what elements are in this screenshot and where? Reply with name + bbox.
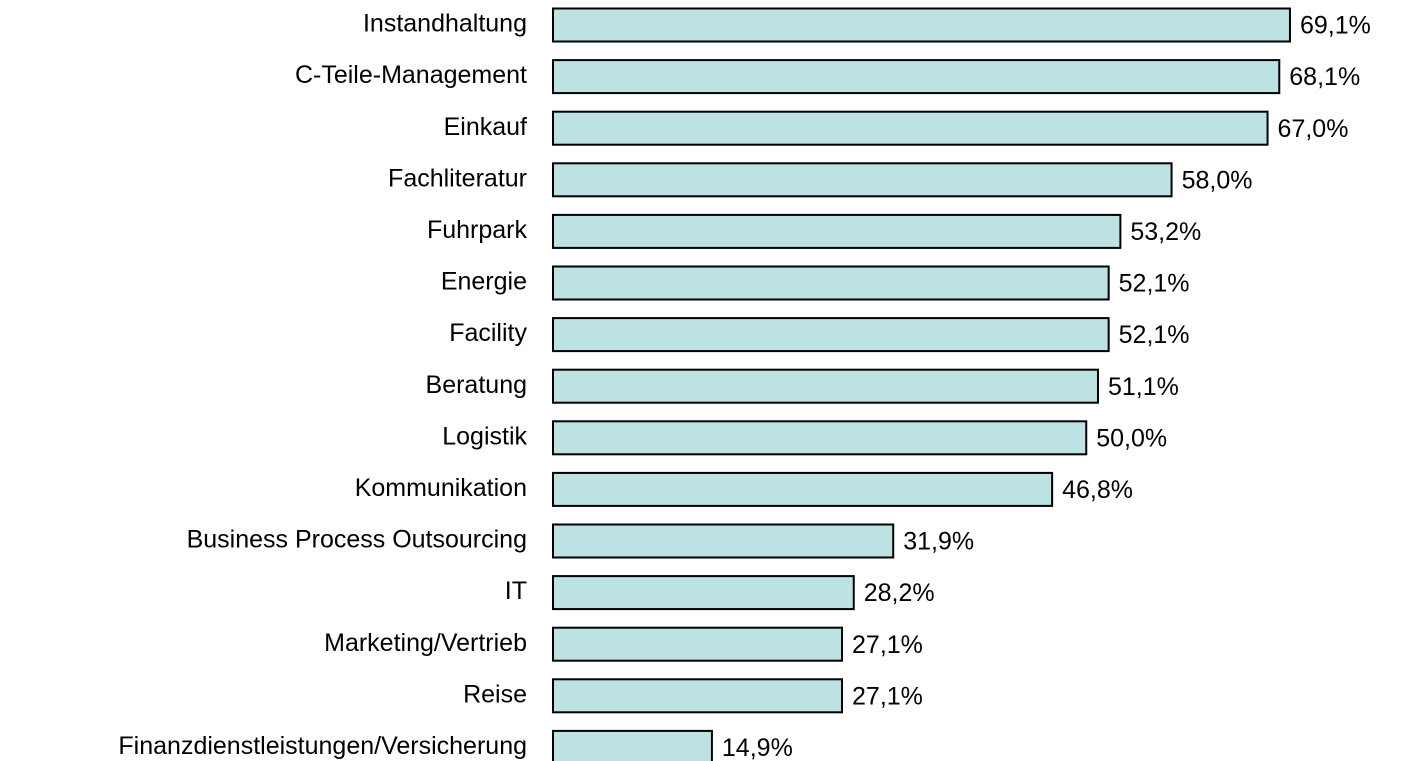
bar	[552, 59, 1281, 95]
category-label: IT	[505, 577, 527, 605]
bar	[552, 678, 844, 714]
value-label: 27,1%	[852, 682, 923, 710]
bar	[552, 7, 1291, 43]
value-label: 68,1%	[1289, 63, 1360, 91]
category-label: Marketing/Vertrieb	[324, 629, 527, 657]
category-label: Facility	[449, 319, 527, 347]
value-label: 51,1%	[1108, 373, 1179, 401]
value-label: 58,0%	[1182, 166, 1253, 194]
value-label: 52,1%	[1119, 321, 1190, 349]
category-label: Reise	[463, 680, 527, 708]
bar	[552, 213, 1122, 249]
category-label: Fachliteratur	[388, 164, 527, 192]
value-label: 46,8%	[1062, 476, 1133, 504]
bar	[552, 110, 1269, 146]
category-label: Instandhaltung	[363, 10, 527, 38]
value-label: 52,1%	[1119, 270, 1190, 298]
bar	[552, 420, 1088, 456]
category-label: Einkauf	[444, 113, 527, 141]
value-label: 69,1%	[1300, 12, 1371, 40]
category-label: Beratung	[426, 371, 527, 399]
value-label: 50,0%	[1096, 424, 1167, 452]
bar	[552, 523, 895, 559]
bar	[552, 471, 1054, 507]
category-label: C-Teile-Management	[295, 61, 527, 89]
value-label: 14,9%	[722, 734, 793, 761]
value-label: 28,2%	[864, 579, 935, 607]
category-label: Fuhrpark	[427, 216, 528, 244]
value-label: 31,9%	[903, 528, 974, 556]
value-label: 67,0%	[1278, 115, 1349, 143]
bar	[552, 368, 1099, 404]
bar	[552, 265, 1110, 301]
category-label: Finanzdienstleistungen/Versicherung	[118, 732, 527, 760]
bar	[552, 575, 855, 611]
bar	[552, 626, 844, 662]
category-label: Business Process Outsourcing	[187, 526, 527, 554]
category-label: Energie	[441, 268, 527, 296]
bar	[552, 162, 1173, 198]
category-label: Kommunikation	[355, 474, 527, 502]
bar	[552, 317, 1110, 353]
bar	[552, 729, 713, 761]
value-label: 53,2%	[1130, 218, 1201, 246]
value-label: 27,1%	[852, 631, 923, 659]
category-label: Logistik	[442, 422, 527, 450]
